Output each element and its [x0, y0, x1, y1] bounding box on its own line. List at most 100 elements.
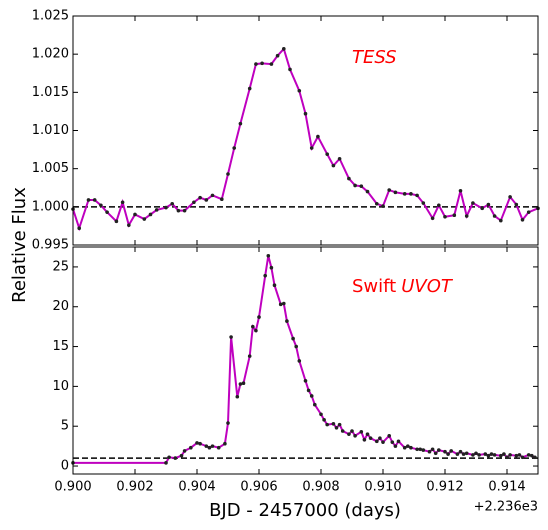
- series-line: [72, 46, 539, 232]
- data-point: [362, 437, 367, 442]
- data-point: [505, 455, 509, 460]
- data-point: [387, 188, 392, 192]
- data-point: [207, 445, 212, 450]
- data-point: [443, 449, 447, 454]
- data-point: [133, 212, 137, 217]
- data-point: [86, 198, 91, 202]
- data-point: [368, 436, 373, 440]
- data-point: [325, 152, 330, 156]
- data-point: [508, 195, 512, 199]
- data-point: [461, 452, 466, 456]
- data-point: [210, 193, 215, 198]
- data-point: [499, 453, 503, 458]
- data-point: [127, 223, 131, 227]
- data-point: [489, 452, 494, 456]
- data-point: [409, 192, 413, 196]
- y-axis-label: Relative Flux: [9, 187, 30, 303]
- data-point: [260, 61, 264, 66]
- data-point: [114, 219, 119, 224]
- data-point: [272, 283, 277, 288]
- data-point: [195, 441, 199, 445]
- data-point: [533, 455, 537, 460]
- data-point: [294, 344, 299, 349]
- data-point: [486, 202, 491, 207]
- data-point: [337, 422, 342, 427]
- data-point: [514, 202, 519, 207]
- data-point: [359, 184, 364, 189]
- data-point: [492, 214, 497, 218]
- x-axis-label: BJD - 2457000 (days): [209, 500, 401, 521]
- data-point: [291, 336, 295, 341]
- data-point: [313, 402, 317, 407]
- data-point: [396, 439, 401, 444]
- y-tick-label: 1.010: [32, 123, 69, 138]
- data-point: [198, 441, 202, 446]
- y-tick-label: 1.000: [32, 199, 69, 214]
- data-point: [530, 453, 534, 458]
- data-point: [226, 421, 230, 425]
- data-point: [220, 197, 224, 201]
- y-tick-label: 1.005: [32, 161, 69, 176]
- x-tick-label: 0.906: [240, 480, 277, 495]
- data-point: [334, 426, 339, 430]
- data-point: [319, 412, 323, 417]
- data-point: [105, 210, 109, 214]
- data-point: [347, 176, 351, 181]
- data-point: [303, 379, 308, 383]
- data-point: [269, 265, 274, 270]
- data-point: [471, 201, 475, 205]
- data-point: [306, 388, 311, 393]
- x-tick-label: 0.904: [178, 480, 215, 495]
- data-point: [393, 444, 398, 448]
- data-point: [297, 89, 302, 93]
- data-point: [421, 201, 426, 205]
- data-point: [483, 452, 488, 456]
- axes-frame: [72, 246, 539, 475]
- data-point: [216, 445, 221, 450]
- data-point: [164, 205, 168, 210]
- data-point: [375, 439, 379, 444]
- data-point: [433, 451, 438, 456]
- data-point: [477, 453, 481, 457]
- data-point: [508, 453, 512, 457]
- data-point: [402, 445, 407, 450]
- data-point: [350, 429, 354, 433]
- data-point: [331, 422, 336, 426]
- data-point: [464, 214, 469, 218]
- data-point: [381, 440, 385, 444]
- data-point: [393, 190, 398, 195]
- data-point: [437, 448, 441, 452]
- data-point: [232, 146, 236, 150]
- x-tick-label: 0.914: [488, 480, 525, 495]
- data-point: [257, 315, 261, 319]
- data-point: [492, 453, 497, 457]
- data-point: [430, 447, 435, 452]
- data-point: [204, 198, 209, 202]
- data-point: [340, 429, 345, 433]
- x-tick-label: 0.908: [302, 480, 339, 495]
- annotation: TESS: [352, 47, 397, 68]
- data-point: [480, 206, 485, 211]
- data-point: [229, 335, 233, 339]
- data-point: [437, 203, 441, 208]
- data-point: [309, 146, 314, 150]
- data-point: [226, 172, 230, 176]
- y-tick-label: 0.995: [32, 238, 69, 253]
- data-point: [120, 200, 125, 205]
- data-point: [415, 193, 419, 198]
- data-point: [192, 200, 196, 205]
- data-point: [251, 324, 255, 329]
- data-point: [418, 447, 423, 452]
- data-point: [189, 445, 193, 450]
- data-point: [182, 208, 187, 213]
- x-tick-label: 0.902: [116, 480, 153, 495]
- data-point: [154, 208, 159, 212]
- data-point: [446, 452, 450, 456]
- data-point: [275, 53, 280, 58]
- data-point: [415, 447, 419, 452]
- data-point: [452, 213, 457, 218]
- annotation: Swift UVOT: [352, 276, 454, 297]
- data-point: [92, 198, 97, 202]
- data-point: [520, 218, 525, 222]
- data-point: [526, 453, 531, 457]
